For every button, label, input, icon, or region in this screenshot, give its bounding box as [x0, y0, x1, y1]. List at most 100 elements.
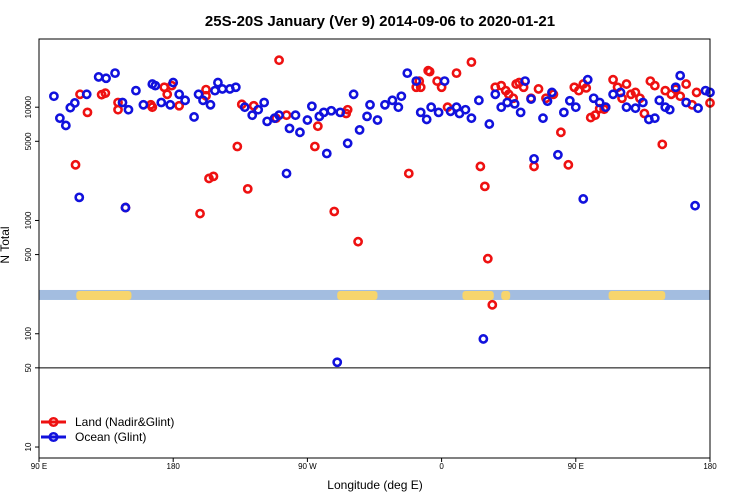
point-ocean — [150, 80, 161, 91]
legend-land-label: Land (Nadir&Glint) — [75, 415, 174, 429]
point-ocean — [198, 95, 208, 106]
point-ocean — [295, 127, 305, 138]
point-ocean — [165, 99, 176, 110]
point-ocean — [302, 115, 313, 125]
point-ocean — [496, 102, 507, 113]
point-land — [639, 108, 650, 119]
point-ocean — [529, 153, 539, 164]
point-ocean — [156, 97, 167, 108]
x-tick-label: 180 — [703, 462, 717, 471]
point-ocean — [362, 111, 372, 122]
point-ocean — [247, 110, 258, 121]
point-ocean — [387, 95, 398, 106]
point-ocean — [69, 98, 80, 108]
point-land — [100, 88, 111, 99]
point-ocean — [600, 102, 611, 113]
point-land — [487, 299, 498, 310]
point-land — [113, 97, 123, 108]
point-ocean — [93, 72, 104, 82]
x-axis-label: Longitude (deg E) — [327, 478, 422, 492]
point-land — [201, 84, 211, 95]
point-ocean — [421, 114, 432, 125]
y-axis-label: N Total — [0, 226, 12, 263]
point-ocean — [49, 91, 59, 102]
point-land — [70, 159, 81, 170]
x-tick-label: 90 W — [298, 462, 317, 471]
point-ocean — [120, 202, 131, 213]
point-ocean — [415, 107, 426, 118]
point-land — [590, 110, 601, 121]
point-land — [232, 141, 243, 152]
legend-ocean-label: Ocean (Glint) — [75, 430, 146, 444]
point-ocean — [239, 102, 250, 113]
point-ocean — [553, 149, 563, 160]
point-land — [621, 79, 632, 89]
y-tick-label: 10000 — [24, 96, 33, 119]
point-ocean — [520, 76, 531, 86]
point-ocean — [638, 97, 648, 108]
point-land — [657, 139, 668, 150]
point-ocean — [262, 116, 273, 127]
point-ocean — [131, 85, 141, 96]
point-ocean — [490, 89, 501, 100]
point-ocean — [542, 96, 553, 107]
point-ocean — [670, 82, 681, 93]
point-ocean — [526, 94, 536, 104]
point-ocean — [396, 91, 407, 102]
point-ocean — [502, 97, 513, 108]
point-ocean — [205, 99, 216, 110]
strip-land-segment-1 — [337, 290, 378, 300]
point-ocean — [230, 82, 241, 93]
point-ocean — [690, 200, 700, 211]
y-tick-label: 100 — [24, 327, 33, 341]
y-tick-label: 50 — [24, 363, 33, 372]
point-land — [329, 206, 340, 217]
point-ocean — [564, 95, 575, 106]
point-ocean — [578, 194, 589, 204]
point-ocean — [174, 89, 185, 100]
point-land — [424, 66, 435, 77]
point-ocean — [213, 77, 223, 88]
point-ocean — [189, 112, 199, 122]
point-land — [353, 236, 363, 247]
point-ocean — [318, 107, 329, 118]
point-ocean — [664, 104, 675, 115]
point-land — [415, 82, 426, 93]
point-ocean — [180, 95, 191, 106]
point-land — [451, 68, 462, 78]
point-land — [529, 161, 539, 172]
point-ocean — [654, 95, 665, 106]
point-ocean — [675, 70, 686, 81]
land-ocean-strip — [39, 289, 710, 300]
point-land — [563, 159, 574, 170]
point-ocean — [558, 107, 569, 118]
point-ocean — [284, 123, 295, 134]
point-ocean — [473, 95, 484, 106]
strip-land-segment-3 — [501, 290, 511, 300]
point-ocean — [259, 97, 270, 108]
point-ocean — [538, 113, 548, 124]
point-land — [675, 91, 686, 102]
strip-land-segment-2 — [462, 290, 494, 300]
point-land — [649, 80, 660, 91]
legend-ocean-marker — [48, 431, 59, 443]
y-tick-label: 5000 — [24, 132, 33, 150]
point-ocean — [123, 104, 134, 115]
point-ocean — [693, 103, 703, 114]
point-ocean — [321, 148, 332, 159]
point-ocean — [402, 68, 413, 78]
x-tick-label: 0 — [439, 462, 444, 471]
point-ocean — [515, 107, 526, 118]
point-ocean — [74, 192, 85, 203]
chart-title: 25S-20S January (Ver 9) 2014-09-06 to 20… — [205, 13, 555, 30]
point-ocean — [60, 120, 71, 131]
point-ocean — [649, 113, 660, 124]
strip-land-segment-0 — [76, 290, 132, 300]
point-ocean — [274, 110, 284, 121]
point-ocean — [348, 89, 359, 100]
point-land — [242, 183, 253, 194]
plot-frame — [38, 38, 711, 459]
point-ocean — [484, 119, 495, 129]
point-ocean — [393, 102, 404, 113]
point-ocean — [582, 74, 593, 85]
